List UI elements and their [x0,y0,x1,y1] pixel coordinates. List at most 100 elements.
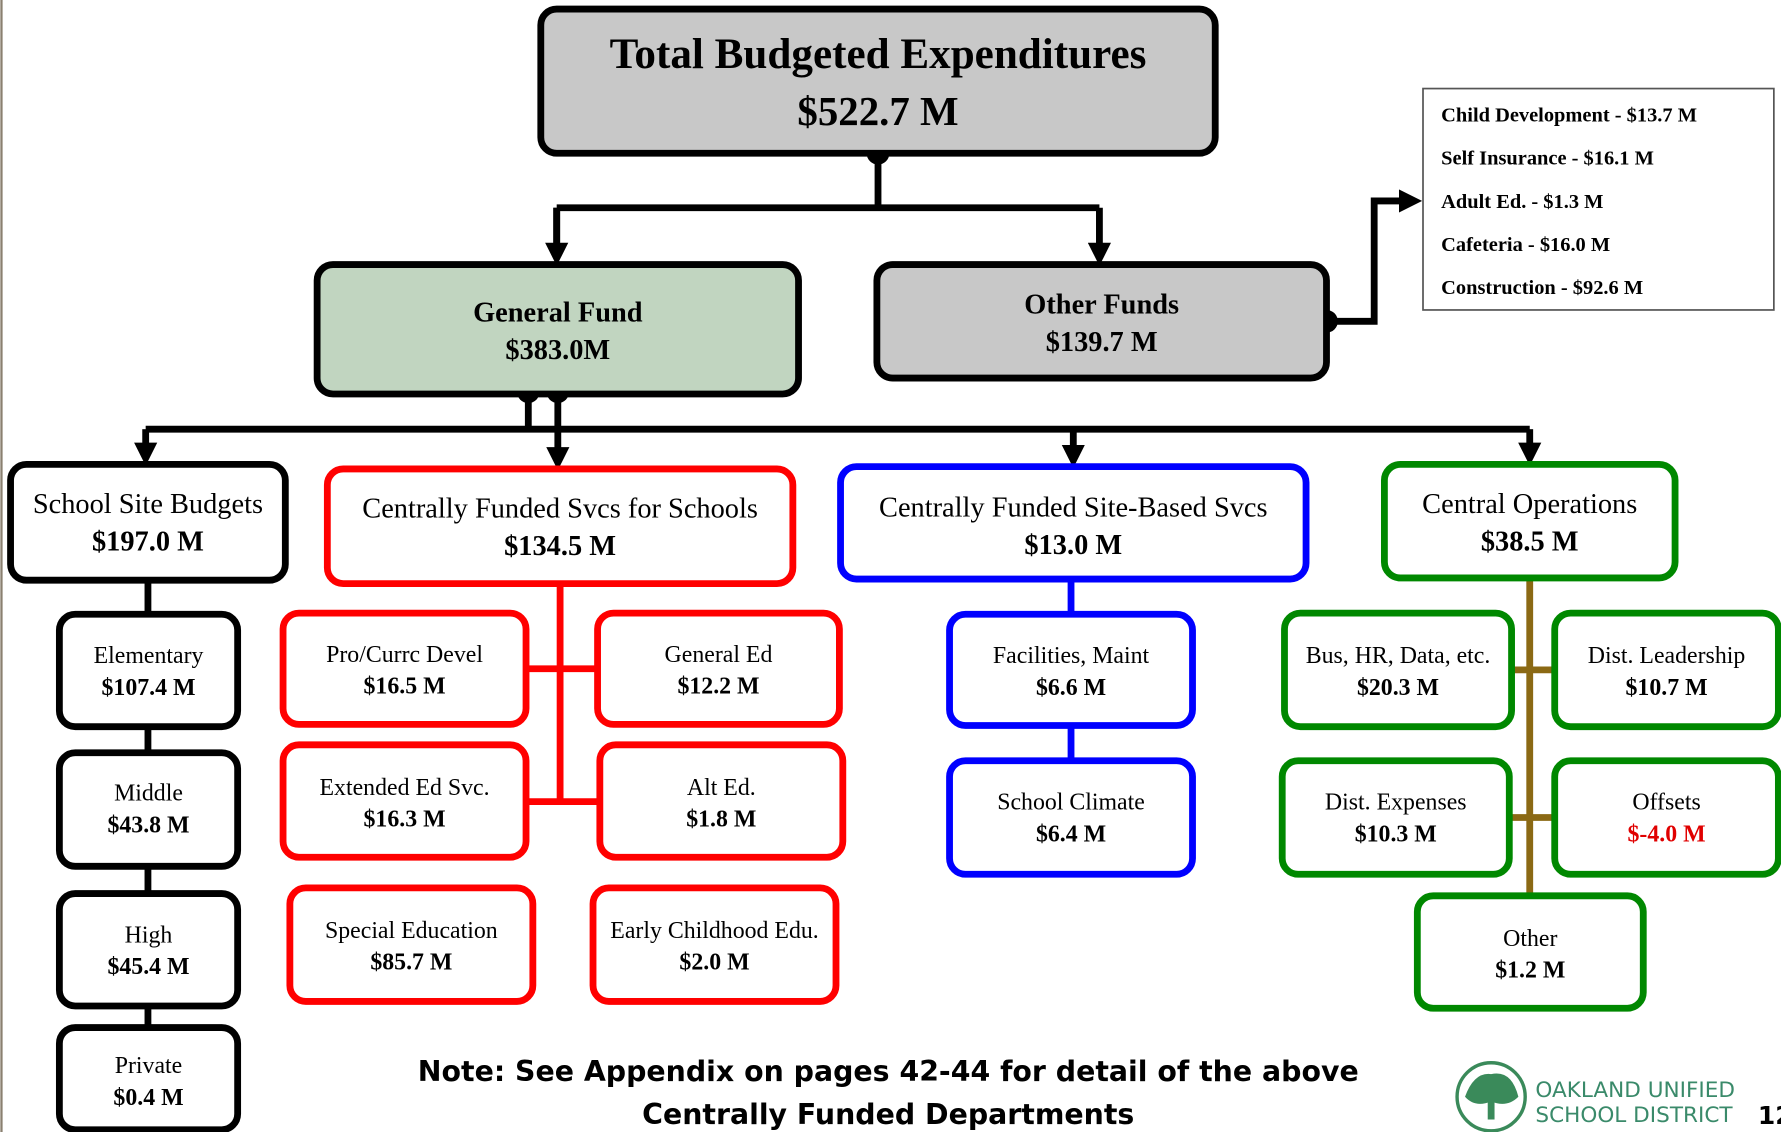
node-amount: $43.8 M [107,812,189,838]
node-box [1551,757,1781,878]
node-box [279,609,530,728]
node-box [537,5,1219,157]
node-box [55,610,242,731]
node-box [279,741,530,861]
node-amount: $522.7 M [797,89,958,134]
node-label: Extended Ed Svc. [320,775,490,801]
node-amount: $10.3 M [1355,821,1437,847]
node-label: Offsets [1632,790,1700,816]
other-fund-item: Self Insurance - $16.1 M [1441,148,1654,170]
node-box [323,465,797,588]
other-funds-list-box [1422,87,1775,311]
node-amount: $383.0M [505,335,610,366]
node: Offsets $-4.0 M [1551,757,1781,878]
node-amount: $107.4 M [102,675,196,701]
node-label: Dist. Expenses [1325,790,1467,816]
node-box [55,1024,242,1132]
node: Central Operations $38.5 M [1380,460,1679,582]
node-box [55,890,242,1010]
node-amount: $0.4 M [113,1085,183,1111]
node-label: General Ed [665,642,773,668]
node: Other $1.2 M [1413,892,1647,1012]
node-label: Special Education [325,918,498,944]
node: Facilities, Maint $6.6 M [946,610,1196,729]
node-label: Other Funds [1024,289,1179,320]
node: Alt Ed. $1.8 M [596,741,847,861]
note: Note: See Appendix on pages 42-44 for de… [418,1055,1359,1088]
logo-text: OAKLAND UNIFIED [1535,1078,1735,1103]
node-box [589,884,840,1005]
node-amount: $-4.0 M [1628,821,1706,847]
node-amount: $12.2 M [677,674,759,700]
node-label: Pro/Currc Devel [326,642,483,668]
node: High $45.4 M [55,890,242,1010]
node: Other Funds $139.7 M [873,261,1330,382]
node-label: School Climate [997,790,1145,816]
node-box [873,261,1330,382]
other-fund-item: Adult Ed. - $1.3 M [1441,191,1603,213]
node-box [1278,757,1513,878]
node: Middle $43.8 M [55,749,242,870]
node-amount: $38.5 M [1481,527,1579,558]
node-label: Elementary [94,643,204,669]
node-box [313,261,802,398]
node: School Site Budgets $197.0 M [7,460,289,584]
other-fund-item: Child Development - $13.7 M [1441,104,1697,126]
node-label: Facilities, Maint [993,643,1150,669]
node: Dist. Leadership $10.7 M [1551,609,1781,731]
node-label: Bus, HR, Data, etc. [1306,643,1491,669]
node-box [286,884,537,1005]
node: General Ed $12.2 M [594,609,843,728]
node-amount: $134.5 M [504,531,616,562]
node: Extended Ed Svc. $16.3 M [279,741,530,861]
node-label: High [125,922,173,948]
node-amount: $197.0 M [92,527,204,558]
node-amount: $45.4 M [107,954,189,980]
node-box [594,609,843,728]
node: Centrally Funded Svcs for Schools $134.5 … [323,465,797,588]
other-fund-item: Cafeteria - $16.0 M [1441,234,1610,256]
node-box [1380,460,1679,582]
node-amount: $16.5 M [364,674,446,700]
node-box [1281,609,1515,731]
node-label: Total Budgeted Expenditures [610,31,1147,78]
node-amount: $13.0 M [1024,530,1122,561]
node-box [7,460,289,584]
node: General Fund $383.0M [313,261,802,398]
node: Centrally Funded Site-Based Svcs $13.0 M [837,463,1310,583]
node-amount: $20.3 M [1357,675,1439,701]
node: Early Childhood Edu. $2.0 M [589,884,840,1005]
node-amount: $1.8 M [686,807,756,833]
node-label: Private [115,1053,182,1079]
node-label: School Site Budgets [33,489,263,520]
node-box [837,463,1310,583]
node-box [946,757,1196,878]
node: School Climate $6.4 M [946,757,1196,878]
node-box [946,610,1196,729]
node-label: Centrally Funded Svcs for Schools [362,494,758,525]
node-label: General Fund [473,297,643,328]
node-box [1551,609,1781,731]
node-amount: $16.3 M [364,807,446,833]
node: Dist. Expenses $10.3 M [1278,757,1513,878]
node-box [596,741,847,861]
node-amount: $6.4 M [1036,821,1106,847]
node-amount: $6.6 M [1036,675,1106,701]
node-amount: $2.0 M [679,950,749,976]
node-label: Alt Ed. [687,775,756,801]
node-amount: $1.2 M [1495,958,1565,984]
page-number: 12 [1758,1101,1781,1130]
note: Centrally Funded Departments [642,1098,1134,1131]
logo-text: SCHOOL DISTRICT [1535,1103,1733,1128]
node: Elementary $107.4 M [55,610,242,731]
node: Total Budgeted Expenditures $522.7 M [537,5,1219,157]
node-label: Middle [114,780,183,806]
node: Bus, HR, Data, etc. $20.3 M [1281,609,1515,731]
node-amount: $139.7 M [1046,327,1158,358]
other-fund-item: Construction - $92.6 M [1441,277,1643,299]
node-box [55,749,242,870]
node-label: Centrally Funded Site-Based Svcs [879,493,1268,524]
node: Private $0.4 M [55,1024,242,1132]
node: Special Education $85.7 M [286,884,537,1005]
